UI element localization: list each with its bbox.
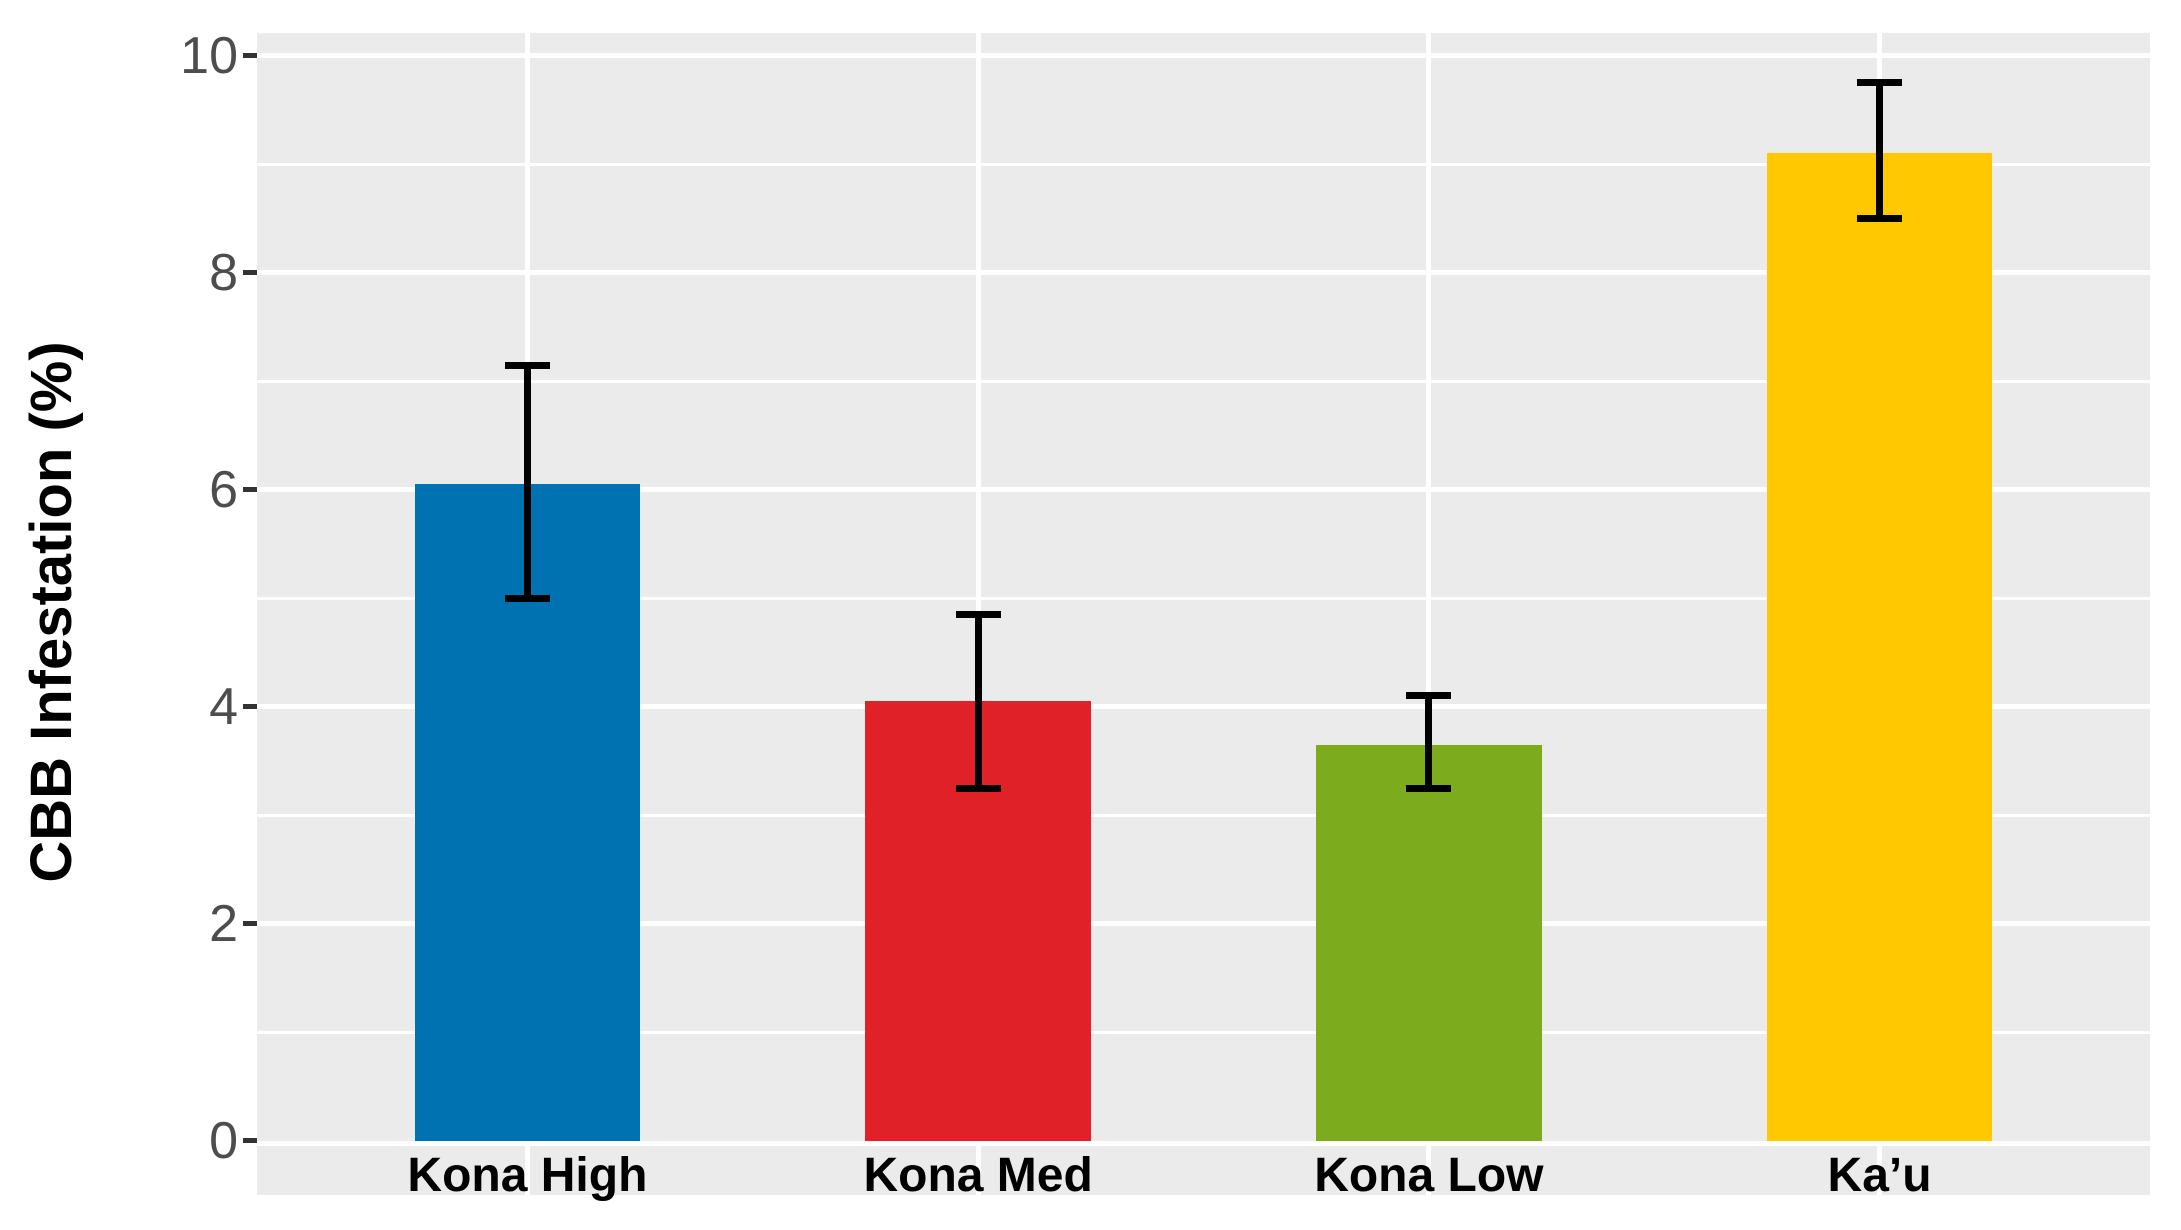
gridline-major-4 bbox=[257, 704, 2150, 710]
y-tick-label-2: 2 bbox=[209, 894, 238, 953]
error-bar-cap-bottom-ka-u bbox=[1857, 215, 1903, 223]
error-bar-cap-top-ka-u bbox=[1857, 79, 1903, 87]
gridline-major-10 bbox=[257, 53, 2150, 59]
gridline-major-2 bbox=[257, 921, 2150, 927]
y-tick-mark-2 bbox=[243, 921, 257, 927]
y-tick-label-10: 10 bbox=[180, 26, 238, 85]
y-tick-label-8: 8 bbox=[209, 243, 238, 302]
y-tick-mark-4 bbox=[243, 704, 257, 710]
gridline-major-8 bbox=[257, 270, 2150, 276]
y-tick-mark-0 bbox=[243, 1138, 257, 1144]
error-bar-stem-kona-med bbox=[974, 614, 982, 789]
gridline-major-0 bbox=[257, 1140, 2150, 1146]
gridline-minor-1 bbox=[257, 1030, 2150, 1034]
error-bar-cap-bottom-kona-high bbox=[504, 594, 550, 602]
y-tick-mark-8 bbox=[243, 270, 257, 276]
y-tick-label-4: 4 bbox=[209, 677, 238, 736]
x-tick-label-kona-low: Kona Low bbox=[1314, 1149, 1544, 1202]
y-axis-title: CBB Infestation (%) bbox=[19, 341, 84, 883]
x-tick-label-kona-high: Kona High bbox=[407, 1149, 648, 1202]
y-tick-mark-10 bbox=[243, 53, 257, 59]
y-tick-mark-6 bbox=[243, 487, 257, 493]
bar-ka-u bbox=[1766, 153, 1993, 1141]
error-bar-cap-top-kona-med bbox=[955, 611, 1001, 619]
error-bar-stem-kona-low bbox=[1425, 695, 1433, 789]
x-tick-label-kona-med: Kona Med bbox=[863, 1149, 1093, 1202]
error-bar-stem-kona-high bbox=[523, 365, 531, 599]
error-bar-cap-bottom-kona-low bbox=[1406, 784, 1452, 792]
gridline-minor-9 bbox=[257, 162, 2150, 166]
gridline-major-6 bbox=[257, 487, 2150, 493]
error-bar-cap-top-kona-high bbox=[504, 361, 550, 369]
y-tick-label-6: 6 bbox=[209, 460, 238, 519]
gridline-minor-3 bbox=[257, 813, 2150, 817]
gridline-minor-5 bbox=[257, 596, 2150, 600]
error-bar-cap-top-kona-low bbox=[1406, 692, 1452, 700]
plot-panel bbox=[257, 33, 2150, 1195]
error-bar-stem-ka-u bbox=[1876, 82, 1884, 219]
gridline-vertical-kona-low bbox=[1426, 33, 1432, 1195]
y-tick-label-0: 0 bbox=[209, 1111, 238, 1170]
error-bar-cap-bottom-kona-med bbox=[955, 784, 1001, 792]
bar-kona-low bbox=[1316, 744, 1542, 1141]
gridline-minor-7 bbox=[257, 379, 2150, 383]
x-tick-label-ka-u: Ka’u bbox=[1827, 1149, 1932, 1202]
